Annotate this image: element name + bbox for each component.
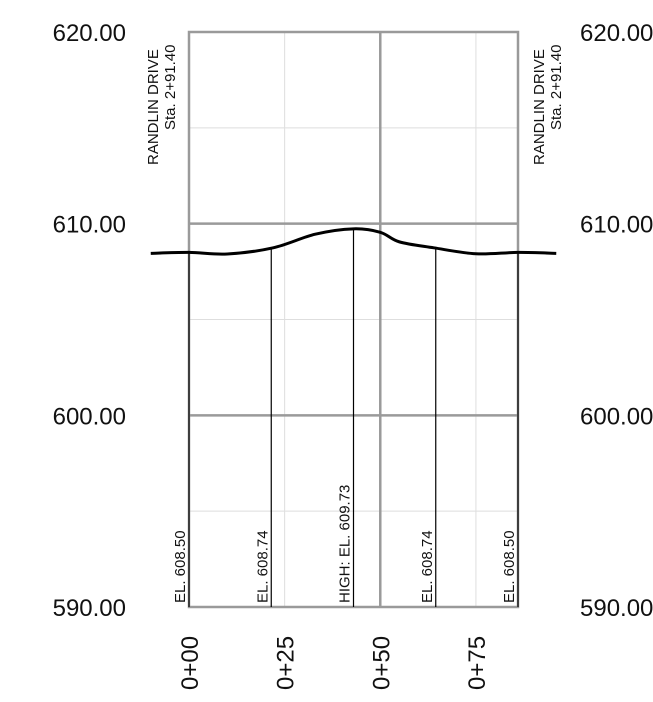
- elevation-callout: EL. 608.50: [172, 530, 189, 603]
- station-tick-label: 0+50: [368, 636, 395, 690]
- road-station-label: Sta. 2+91.40: [162, 45, 179, 131]
- y-tick-label-right: 590.00: [580, 595, 653, 622]
- station-tick-label: 0+00: [177, 636, 204, 690]
- text-layer: EL. 608.50 EL. 608.74 HIGH: EL. 609.73 EL. …: [53, 20, 653, 690]
- station-tick-label: 0+75: [464, 636, 491, 690]
- elevation-callout: HIGH: EL. 609.73: [337, 485, 354, 603]
- station-tick-label: 0+25: [273, 636, 300, 690]
- y-tick-label-left: 620.00: [53, 20, 126, 47]
- y-tick-label-right: 600.00: [580, 403, 653, 430]
- y-tick-label-left: 590.00: [53, 595, 126, 622]
- profile-layer: [150, 227, 557, 256]
- y-tick-label-left: 600.00: [53, 403, 126, 430]
- road-name-label: RANDLIN DRIVE: [531, 49, 548, 165]
- y-tick-label-left: 610.00: [53, 212, 126, 239]
- road-station-label: Sta. 2+91.40: [548, 45, 565, 131]
- road-name-label: RANDLIN DRIVE: [145, 49, 162, 165]
- y-tick-label-right: 620.00: [580, 20, 653, 47]
- station-leader-lines: [188, 228, 519, 607]
- y-tick-label-right: 610.00: [580, 212, 653, 239]
- elevation-callout: EL. 608.74: [419, 530, 436, 603]
- elevation-callout: EL. 608.74: [254, 530, 271, 603]
- elevation-callout: EL. 608.50: [501, 530, 518, 603]
- ground-profile-line: [150, 227, 557, 256]
